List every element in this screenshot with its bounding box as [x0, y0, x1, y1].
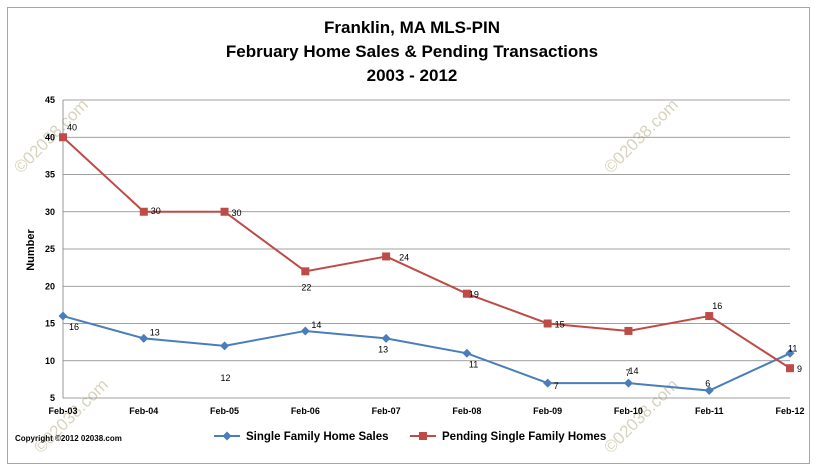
pending-data-label: 15: [555, 320, 565, 330]
x-tick-label: Feb-04: [129, 406, 158, 416]
sales-marker: [543, 378, 553, 388]
sales-marker: [220, 341, 230, 351]
sales-data-label: 14: [311, 320, 321, 330]
legend-square-marker: [419, 432, 427, 440]
copyright-text: Copyright ©2012 02038.com: [15, 434, 122, 443]
sales-marker: [139, 333, 149, 343]
sales-marker: [462, 348, 472, 358]
pending-data-label: 16: [712, 301, 722, 311]
x-tick-label: Feb-10: [614, 406, 643, 416]
pending-marker: [624, 326, 633, 335]
pending-marker: [220, 207, 229, 216]
pending-marker: [543, 319, 552, 328]
chart-title-line-1: Franklin, MA MLS-PIN: [324, 18, 500, 37]
y-tick-label: 15: [45, 319, 55, 329]
sales-data-label: 16: [69, 322, 79, 332]
pending-marker: [462, 289, 471, 298]
pending-marker: [301, 267, 310, 276]
x-tick-label: Feb-03: [48, 406, 77, 416]
pending-data-label: 9: [797, 364, 802, 374]
pending-data-label: 22: [301, 282, 311, 292]
legend-diamond-marker: [222, 431, 232, 441]
x-tick-label: Feb-05: [210, 406, 239, 416]
sales-data-label: 11: [469, 359, 478, 369]
pending-marker: [59, 133, 67, 142]
y-tick-label: 20: [45, 281, 55, 291]
sales-data-label: 12: [221, 373, 231, 383]
sales-marker: [785, 348, 795, 358]
x-tick-label: Feb-11: [695, 406, 724, 416]
y-tick-label: 40: [45, 132, 55, 142]
x-tick-label: Feb-07: [372, 406, 401, 416]
sales-data-label: 13: [150, 327, 160, 337]
y-tick-label: 5: [50, 393, 55, 403]
x-tick-label: Feb-12: [775, 406, 804, 416]
y-tick-label: 30: [45, 207, 55, 217]
series-line-1: [62, 136, 791, 370]
sales-marker: [300, 326, 310, 336]
watermark-text: ©02038.com: [600, 95, 682, 177]
pending-data-label: 30: [151, 206, 161, 216]
y-tick-label: 35: [45, 170, 55, 180]
sales-marker: [58, 311, 68, 321]
legend-label-1: Pending Single Family Homes: [442, 431, 606, 443]
pending-marker: [139, 207, 148, 216]
sales-data-label: 13: [378, 344, 388, 354]
chart-title-line-2: February Home Sales & Pending Transactio…: [226, 42, 598, 61]
x-tick-label: Feb-09: [533, 406, 562, 416]
x-tick-label: Feb-08: [452, 406, 481, 416]
y-tick-label: 45: [45, 95, 55, 105]
chart-title-line-3: 2003 - 2012: [367, 66, 458, 85]
y-tick-label: 10: [45, 356, 55, 366]
y-axis-label: Number: [25, 229, 37, 271]
sales-marker: [704, 386, 714, 396]
sales-data-label: 6: [705, 379, 710, 389]
y-tick-label: 25: [45, 244, 55, 254]
sales-data-label: 7: [554, 381, 559, 391]
series-line-0: [62, 315, 791, 392]
legend-label-0: Single Family Home Sales: [246, 431, 389, 443]
pending-data-label: 30: [232, 208, 242, 218]
pending-marker: [705, 312, 714, 321]
sales-marker: [623, 378, 633, 388]
watermark-text: ©02038.com: [30, 375, 112, 457]
sales-data-label: 11: [788, 343, 797, 353]
sales-marker: [381, 333, 391, 343]
pending-data-label: 19: [469, 290, 479, 300]
pending-data-label: 24: [399, 252, 409, 262]
pending-data-label: 40: [67, 122, 77, 132]
pending-marker: [382, 252, 391, 261]
x-tick-label: Feb-06: [291, 406, 320, 416]
pending-data-label: 14: [628, 366, 638, 376]
sales-data-label: 7: [625, 368, 630, 378]
pending-marker: [786, 364, 794, 373]
